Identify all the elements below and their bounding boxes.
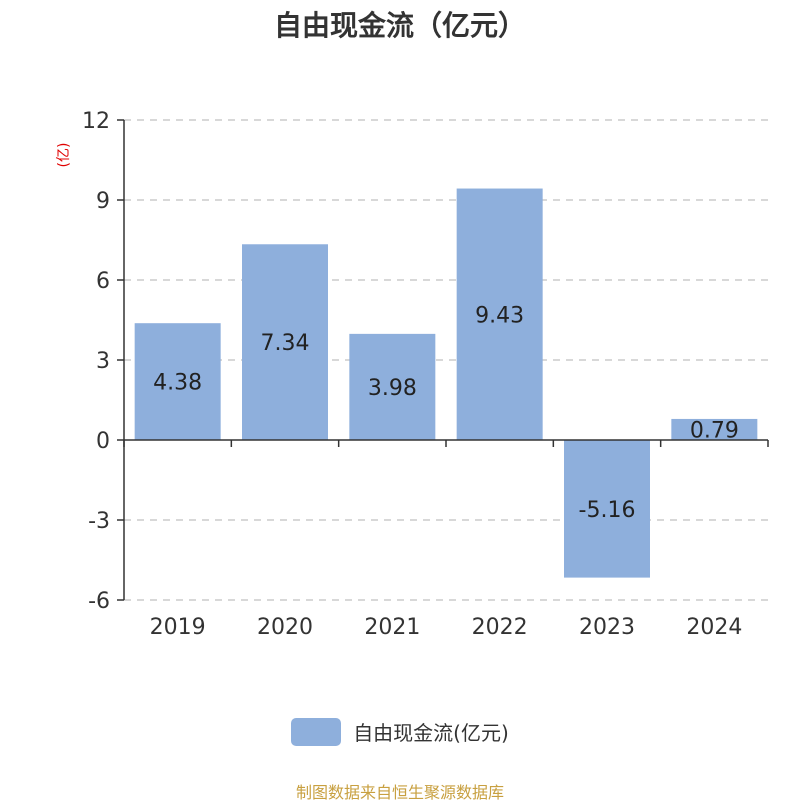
data-label: 3.98 xyxy=(368,376,417,401)
y-tick-label: 3 xyxy=(96,349,110,374)
data-labels: 4.38 7.34 3.98 9.43 -5.16 0.79 xyxy=(153,303,739,523)
x-tick-label: 2023 xyxy=(579,615,635,640)
x-tick-label: 2019 xyxy=(150,615,206,640)
source-note: 制图数据来自恒生聚源数据库 xyxy=(295,783,504,802)
bar-2023 xyxy=(564,440,650,578)
legend[interactable]: 自由现金流(亿元) xyxy=(0,717,800,746)
legend-label: 自由现金流(亿元) xyxy=(353,721,509,745)
y-tick-label: 6 xyxy=(96,269,110,294)
bar-2024 xyxy=(671,418,758,440)
x-tick-label: 2021 xyxy=(364,615,420,640)
y-tick-label: 0 xyxy=(96,429,110,454)
y-tick-label: -3 xyxy=(88,509,110,534)
y-tick-label: 12 xyxy=(82,109,110,134)
bars xyxy=(134,188,758,578)
data-label: -5.16 xyxy=(579,498,636,523)
data-label: 0.79 xyxy=(690,418,739,443)
x-tick-label: 2024 xyxy=(686,615,742,640)
grid-lines xyxy=(124,119,768,601)
x-tick-label: 2022 xyxy=(472,615,528,640)
data-label: 4.38 xyxy=(153,371,202,396)
data-label: 9.43 xyxy=(475,303,524,328)
y-tick-label: 9 xyxy=(96,189,110,214)
bar-2019 xyxy=(134,323,221,440)
bar-2021 xyxy=(349,333,436,440)
chart-title: 自由现金流（亿元） xyxy=(273,9,526,42)
bar-2020 xyxy=(242,244,328,440)
axes: 12 9 6 3 0 -3 -6 2019 2020 2021 2022 2023 2024 xyxy=(82,109,769,640)
y-tick-label: -6 xyxy=(88,589,110,614)
data-label: 7.34 xyxy=(261,331,310,356)
bar-2022 xyxy=(456,188,543,440)
legend-swatch xyxy=(291,717,342,746)
x-tick-label: 2020 xyxy=(257,615,313,640)
y-axis-unit-label: (亿) xyxy=(56,143,72,168)
